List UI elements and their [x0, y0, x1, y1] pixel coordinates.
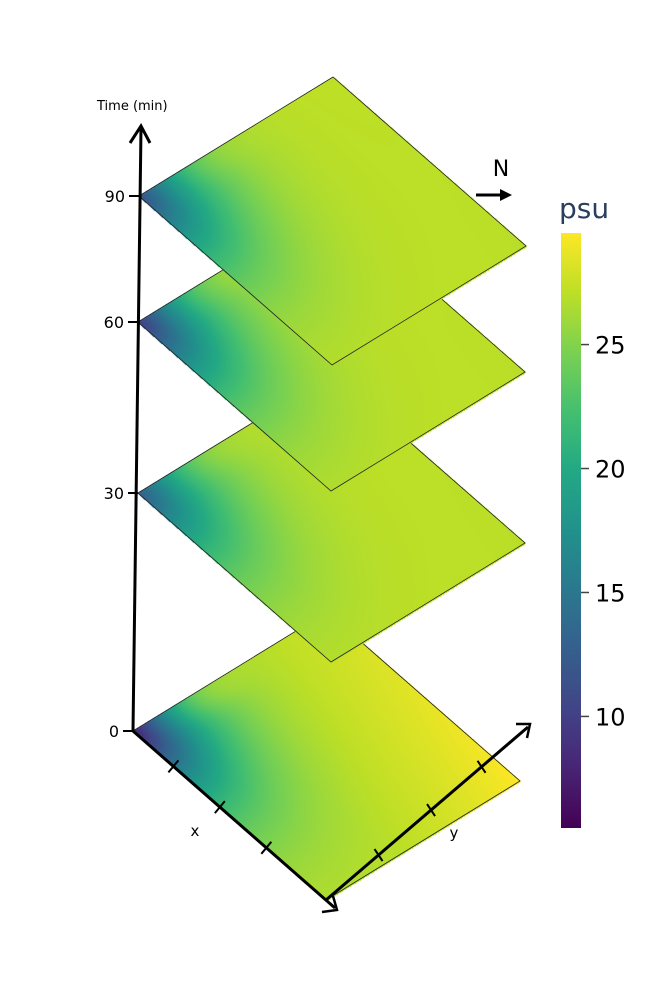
x-tick-mark — [260, 841, 273, 855]
slice-surface — [139, 77, 539, 427]
y-tick-mark — [373, 848, 384, 862]
heatmap-slice-t90 — [138, 76, 539, 427]
colorbar-tick-label: 20 — [595, 456, 626, 484]
time-axis-line — [131, 127, 143, 732]
time-tick-label: 30 — [104, 484, 124, 503]
y-axis-label: y — [450, 824, 459, 842]
north-arrow-head — [500, 189, 512, 201]
slice-outline — [138, 76, 527, 366]
colorbar-tick-label: 10 — [595, 703, 626, 731]
x-axis-label: x — [191, 822, 200, 840]
time-tick-label: 90 — [105, 187, 125, 206]
x-tick-mark — [214, 800, 226, 814]
time-tick-label: 0 — [109, 722, 119, 741]
slices-layer — [132, 76, 539, 962]
time-axis-arrow — [128, 123, 152, 144]
time-axis-label: Time (min) — [96, 99, 168, 114]
north-label: N — [493, 157, 509, 182]
y-tick-mark — [476, 760, 487, 774]
x-tick-mark — [167, 759, 180, 774]
colorbar-gradient — [561, 233, 581, 828]
colorbar: psu 10 15 20 25 — [559, 192, 626, 828]
x-axis-line — [132, 729, 336, 910]
time-tick-label: 60 — [104, 313, 124, 332]
x-axis-arrow — [321, 895, 339, 914]
y-tick-mark — [426, 803, 436, 817]
y-axis-line — [325, 725, 529, 902]
y-axis-arrow — [516, 722, 532, 739]
colorbar-tick-label: 15 — [595, 579, 626, 607]
colorbar-tick-label: 25 — [595, 332, 626, 360]
colorbar-title: psu — [559, 192, 609, 225]
axes-layer: Time (min) 0 30 60 90 x y N — [96, 99, 532, 914]
